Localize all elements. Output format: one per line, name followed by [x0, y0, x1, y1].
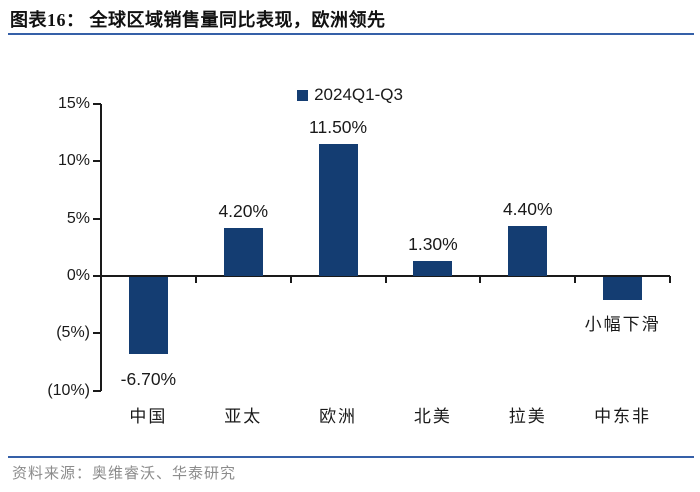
- x-axis-tick: [384, 276, 387, 283]
- y-axis-tick-label: (5%): [56, 324, 90, 342]
- x-axis-tick: [669, 276, 671, 283]
- bar-value-label: 4.20%: [218, 200, 269, 221]
- source-note: 资料来源：奥维睿沃、华泰研究: [12, 466, 237, 482]
- bar-拉美: [508, 225, 548, 276]
- y-axis-tick-label: 10%: [57, 152, 90, 170]
- title-underline: [8, 33, 694, 35]
- legend-swatch: [297, 89, 309, 101]
- bar-chart-plot-area: 2024Q1-Q3 15% 10% 5% 0% (5%) (10%) -6.70% 中国 4.2…: [0, 84, 700, 426]
- y-axis-tick-label: 5%: [66, 209, 90, 227]
- x-axis-category-label: 中东非: [594, 407, 652, 426]
- bar-value-label: 1.30%: [408, 234, 458, 255]
- bar-欧洲: [318, 144, 358, 276]
- y-axis-tick-label: (10%): [47, 381, 90, 399]
- y-axis-tick: [93, 389, 101, 392]
- x-axis-category-label: 亚太: [224, 407, 263, 426]
- bar-value-label: 11.50%: [309, 117, 368, 138]
- annotation-label: 小幅下滑: [584, 314, 661, 334]
- y-axis-tick-label: 15%: [57, 94, 90, 112]
- x-axis-category-label: 中国: [129, 407, 168, 426]
- y-axis-tick: [93, 217, 101, 220]
- bar-value-label: 4.40%: [502, 198, 553, 219]
- x-axis-tick: [289, 276, 292, 283]
- x-axis-category-label: 拉美: [508, 407, 547, 426]
- chart-legend: 2024Q1-Q3: [0, 84, 700, 106]
- x-axis-tick: [574, 276, 577, 283]
- y-axis-tick-label: 0%: [66, 267, 90, 284]
- bar-北美: [413, 261, 453, 276]
- bar-value-label: -6.70%: [120, 368, 177, 389]
- x-axis-category-label: 北美: [413, 407, 452, 426]
- y-axis-tick: [93, 102, 101, 105]
- bar-亚太: [223, 227, 263, 276]
- y-axis: [99, 103, 102, 391]
- x-axis-tick: [194, 276, 197, 283]
- x-axis-category-label: 欧洲: [319, 407, 358, 426]
- bar-中国: [128, 277, 168, 354]
- chart-title: 图表16： 全球区域销售量同比表现，欧洲领先: [10, 10, 386, 30]
- y-axis-tick: [93, 160, 101, 163]
- x-axis-tick: [479, 276, 482, 283]
- legend-label: 2024Q1-Q3: [314, 85, 403, 104]
- bar-中东非: [603, 277, 643, 300]
- y-axis-tick: [93, 275, 101, 277]
- footer-divider: [8, 456, 694, 458]
- y-axis-tick: [93, 332, 101, 335]
